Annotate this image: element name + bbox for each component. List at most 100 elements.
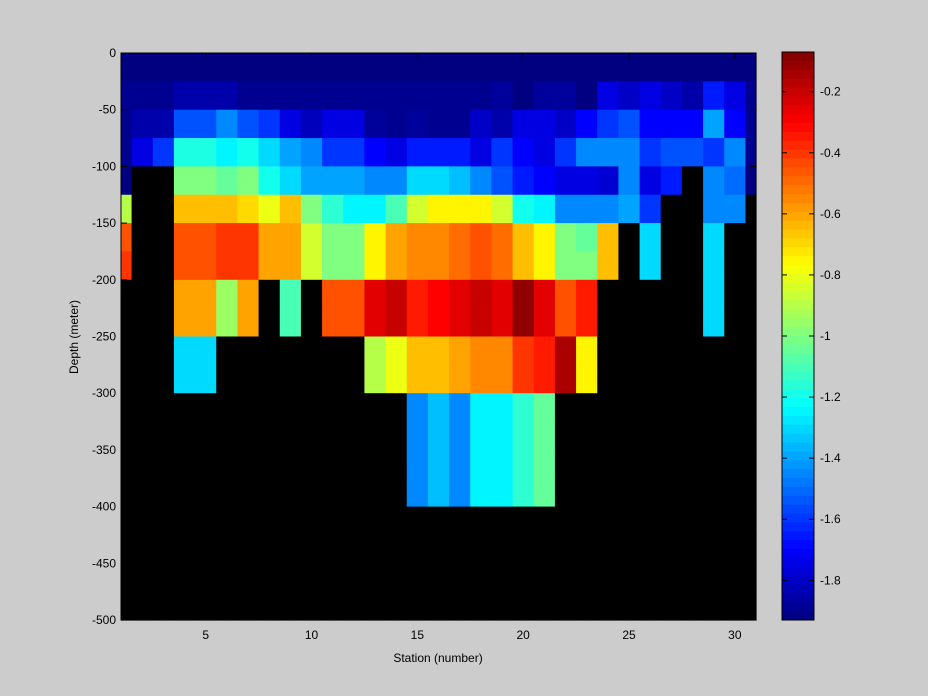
heatmap-cell [597,53,620,82]
heatmap-cell [152,591,175,621]
heatmap-cell [597,534,620,564]
colorbar-band [782,398,814,408]
heatmap-cell [173,251,196,281]
colorbar-band [782,557,814,568]
heatmap-cell [300,279,323,309]
heatmap-cell [660,534,683,564]
heatmap-cell [343,563,366,593]
heatmap-cell [597,81,620,111]
heatmap-cell [173,563,196,593]
heatmap-cell [195,81,217,111]
heatmap-cell [173,336,196,366]
heatmap-cell [237,308,260,338]
colorbar-band [782,220,814,231]
x-tick-label: 5 [202,628,209,642]
heatmap-cell [491,138,514,167]
heatmap-cell [449,194,471,224]
heatmap-cell [258,534,281,564]
colorbar [782,52,814,621]
heatmap-cell [660,223,683,253]
heatmap-cell [745,506,757,536]
heatmap-cell [427,393,450,423]
heatmap-cell [449,364,471,394]
heatmap-cell [639,506,662,536]
heatmap-cell [300,421,323,451]
heatmap-cell [300,506,323,536]
heatmap-cell [639,166,662,196]
heatmap-cell [724,591,747,621]
heatmap-cell [618,194,641,224]
heatmap-cell [449,308,471,338]
colorbar-band [782,247,814,257]
heatmap-cell [258,166,281,196]
heatmap-cell [322,364,344,394]
heatmap-cell [322,449,344,479]
heatmap-cell [121,81,133,111]
heatmap-cell [512,421,535,451]
heatmap-cell [237,251,260,281]
heatmap-cell [618,393,641,423]
colorbar-band [782,96,814,106]
heatmap-cell [618,308,641,338]
heatmap-cell [131,81,154,111]
colorbar-band [782,611,814,621]
heatmap-cell [343,81,366,111]
heatmap-cell [660,336,683,366]
colorbar-band [782,300,814,310]
heatmap-cell [745,223,757,253]
heatmap-cell [660,563,683,593]
heatmap-cell [660,138,683,167]
heatmap-cell [385,364,408,394]
colorbar-tick-label: -1.2 [820,390,841,404]
heatmap-cell [703,563,725,593]
colorbar-band [782,194,814,204]
heatmap-cell [385,336,408,366]
heatmap-cell [216,591,239,621]
heatmap-cell [216,109,239,139]
heatmap-cell [121,53,133,82]
heatmap-cell [173,364,196,394]
heatmap-cell [195,279,217,309]
heatmap-cell [152,194,175,224]
heatmap-cell [216,166,239,196]
heatmap-cell [491,478,514,508]
heatmap-cell [703,109,725,139]
heatmap-cell [745,478,757,508]
heatmap-cell [470,534,493,564]
colorbar-band [782,238,814,248]
heatmap-cell [449,279,471,309]
heatmap-cell [639,478,662,508]
heatmap-cell [343,591,366,621]
colorbar-band [782,549,814,559]
heatmap-cell [427,279,450,309]
heatmap-cell [491,194,514,224]
heatmap-cell [470,223,493,253]
heatmap-cell [279,591,302,621]
heatmap-cell [385,53,408,82]
heatmap-cell [470,364,493,394]
colorbar-band [782,531,814,541]
colorbar-tick-label: -1.6 [820,512,841,526]
x-tick-label: 15 [411,628,425,642]
heatmap-cell [491,421,514,451]
heatmap-cell [427,534,450,564]
heatmap-cell [427,364,450,394]
heatmap-cell [279,138,302,167]
heatmap-cell [300,563,323,593]
heatmap-cell [512,53,535,82]
heatmap-cell [554,336,577,366]
heatmap-cell [449,138,471,167]
heatmap-cell [152,138,175,167]
heatmap-cell [322,109,344,139]
heatmap-cell [258,251,281,281]
heatmap-cell [618,534,641,564]
heatmap-cell [512,166,535,196]
x-tick-label: 10 [305,628,319,642]
heatmap-cell [533,138,556,167]
heatmap-cell [681,393,704,423]
heatmap-cell [660,53,683,82]
heatmap-cell [554,534,577,564]
heatmap-cell [173,534,196,564]
y-tick-label: -100 [92,159,116,173]
heatmap-cell [618,251,641,281]
